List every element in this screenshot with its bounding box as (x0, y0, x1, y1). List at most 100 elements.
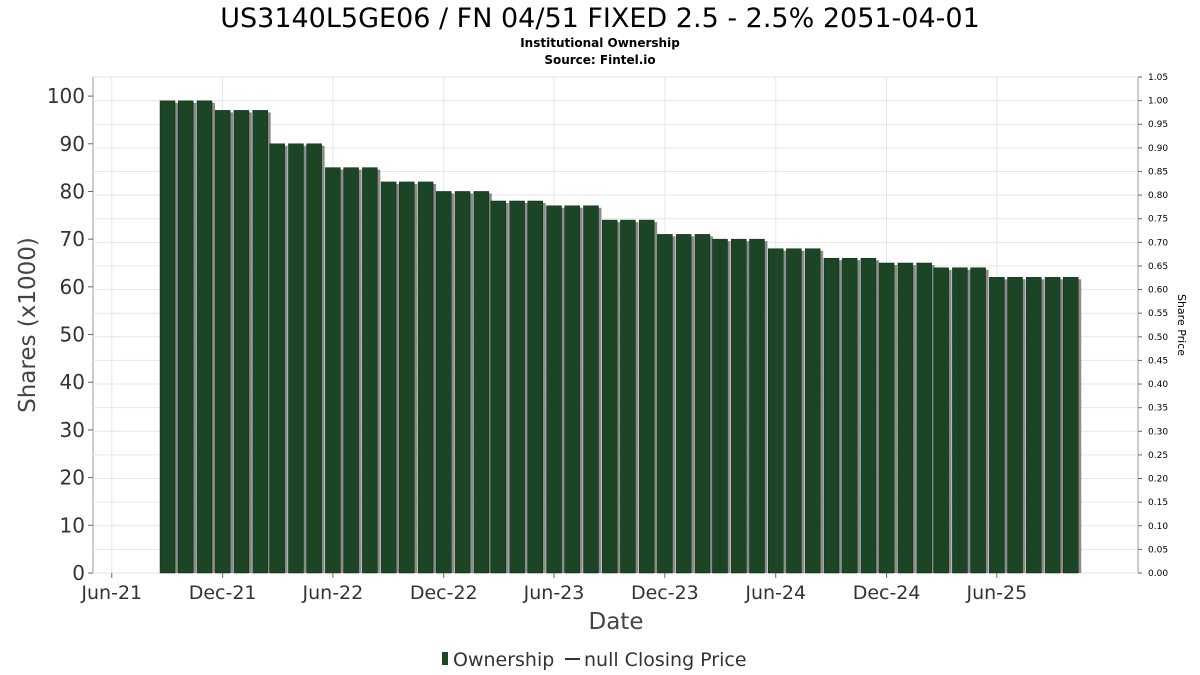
y2-tick-label-17: 0.85 (1148, 167, 1168, 177)
bar-9 (325, 167, 341, 574)
x-tick-label-1: Dec-21 (189, 582, 257, 604)
bar-1 (177, 100, 194, 574)
bar-13 (399, 181, 415, 574)
y2-tick-label-11: 0.55 (1148, 309, 1168, 319)
y2-tick-label-15: 0.75 (1148, 215, 1168, 225)
y2-tick-label-4: 0.20 (1148, 475, 1168, 485)
bar-15 (436, 191, 452, 574)
chart-subtitle-line-2: Source: Fintel.io (544, 53, 655, 67)
y2-tick-label-21: 1.05 (1148, 73, 1168, 83)
bar-28 (675, 234, 692, 574)
bar-47 (1026, 277, 1042, 574)
bar-35 (804, 248, 821, 574)
bar-27 (657, 234, 673, 574)
y-tick-label-0: 0 (72, 561, 85, 585)
y2-axis-label: Share Price (1175, 294, 1188, 356)
bar-33 (767, 248, 784, 574)
bar-21 (546, 205, 562, 574)
bar-43 (952, 267, 968, 574)
bar-4 (233, 110, 250, 574)
y-axis-label: Shares (x1000) (15, 237, 41, 413)
bar-42 (933, 267, 949, 574)
y2-tick-label-13: 0.65 (1148, 262, 1168, 272)
bar-36 (823, 257, 840, 574)
y-tick-label-4: 40 (60, 370, 85, 394)
y2-tick-label-20: 1.00 (1148, 97, 1168, 107)
y2-tick-label-19: 0.95 (1148, 120, 1168, 130)
y-tick-label-6: 60 (60, 275, 85, 299)
y-tick-label-2: 20 (60, 466, 85, 490)
y-tick-label-10: 100 (47, 84, 85, 108)
x-tick-label-3: Dec-22 (410, 582, 478, 604)
x-tick-label-4: Jun-23 (523, 582, 585, 604)
legend-ownership-swatch (442, 652, 448, 665)
bar-37 (841, 257, 858, 574)
legend: Ownership null Closing Price (442, 649, 747, 671)
y-tick-label-5: 50 (60, 323, 85, 347)
y2-tick-label-0: 0.00 (1148, 569, 1168, 579)
bar-2 (196, 100, 213, 574)
bar-24 (601, 219, 618, 574)
bar-12 (380, 181, 397, 574)
bar-10 (343, 167, 359, 574)
bar-25 (620, 219, 636, 574)
bar-19 (509, 200, 525, 574)
bar-44 (970, 267, 986, 574)
bar-38 (860, 257, 877, 574)
bar-6 (269, 143, 285, 574)
bar-40 (897, 262, 914, 574)
y-tick-label-8: 80 (60, 179, 85, 203)
axes: 0.00 0.05 0.10 0.15 0.20 0.25 0.30 0.35 0.40 0.45… (47, 73, 1169, 604)
bar-8 (306, 143, 322, 574)
chart-subtitle-line-1: Institutional Ownership (520, 36, 680, 50)
legend-closing-price-label: null Closing Price (584, 649, 747, 671)
bar-20 (527, 200, 543, 574)
y2-tick-label-10: 0.50 (1148, 333, 1168, 343)
bar-0 (159, 100, 176, 574)
y2-tick-label-18: 0.90 (1148, 144, 1168, 154)
bar-49 (1063, 277, 1079, 574)
bar-48 (1044, 277, 1061, 574)
x-tick-label-5: Dec-23 (631, 582, 699, 604)
y2-tick-label-3: 0.15 (1148, 498, 1168, 508)
legend-ownership-label: Ownership (453, 649, 554, 671)
y2-tick-label-16: 0.80 (1148, 191, 1168, 201)
y-tick-label-7: 70 (60, 227, 85, 251)
chart-title: US3140L5GE06 / FN 04/51 FIXED 2.5 - 2.5%… (220, 3, 980, 34)
x-tick-label-7: Dec-24 (853, 582, 921, 604)
bar-41 (916, 262, 932, 574)
bar-7 (288, 143, 304, 574)
bar-46 (1007, 277, 1023, 574)
x-tick-label-8: Jun-25 (965, 582, 1027, 604)
bar-14 (417, 181, 434, 574)
bar-39 (878, 262, 895, 574)
bar-29 (694, 234, 711, 574)
bar-22 (564, 205, 580, 574)
y2-tick-label-8: 0.40 (1148, 380, 1168, 390)
y2-tick-label-9: 0.45 (1148, 356, 1168, 366)
bar-23 (583, 205, 599, 574)
y2-tick-label-7: 0.35 (1148, 404, 1168, 414)
bar-16 (454, 191, 471, 574)
y2-tick-label-6: 0.30 (1148, 427, 1168, 437)
y-tick-label-9: 90 (60, 132, 85, 156)
bar-31 (731, 238, 747, 574)
bar-17 (473, 191, 490, 574)
bar-45 (989, 277, 1005, 574)
bar-30 (712, 238, 728, 574)
bar-11 (362, 167, 378, 574)
x-tick-label-2: Jun-22 (302, 582, 364, 604)
bar-18 (490, 200, 507, 574)
bar-26 (638, 219, 655, 574)
y2-tick-label-12: 0.60 (1148, 286, 1168, 296)
y-tick-label-1: 10 (60, 513, 85, 537)
y-tick-label-3: 30 (60, 418, 85, 442)
bar-3 (214, 110, 231, 574)
y2-tick-label-14: 0.70 (1148, 238, 1168, 248)
x-tick-label-6: Jun-24 (744, 582, 806, 604)
bar-5 (252, 110, 268, 574)
x-tick-label-0: Jun-21 (80, 582, 142, 604)
y2-tick-label-5: 0.25 (1148, 451, 1168, 461)
x-axis-label: Date (589, 609, 644, 635)
